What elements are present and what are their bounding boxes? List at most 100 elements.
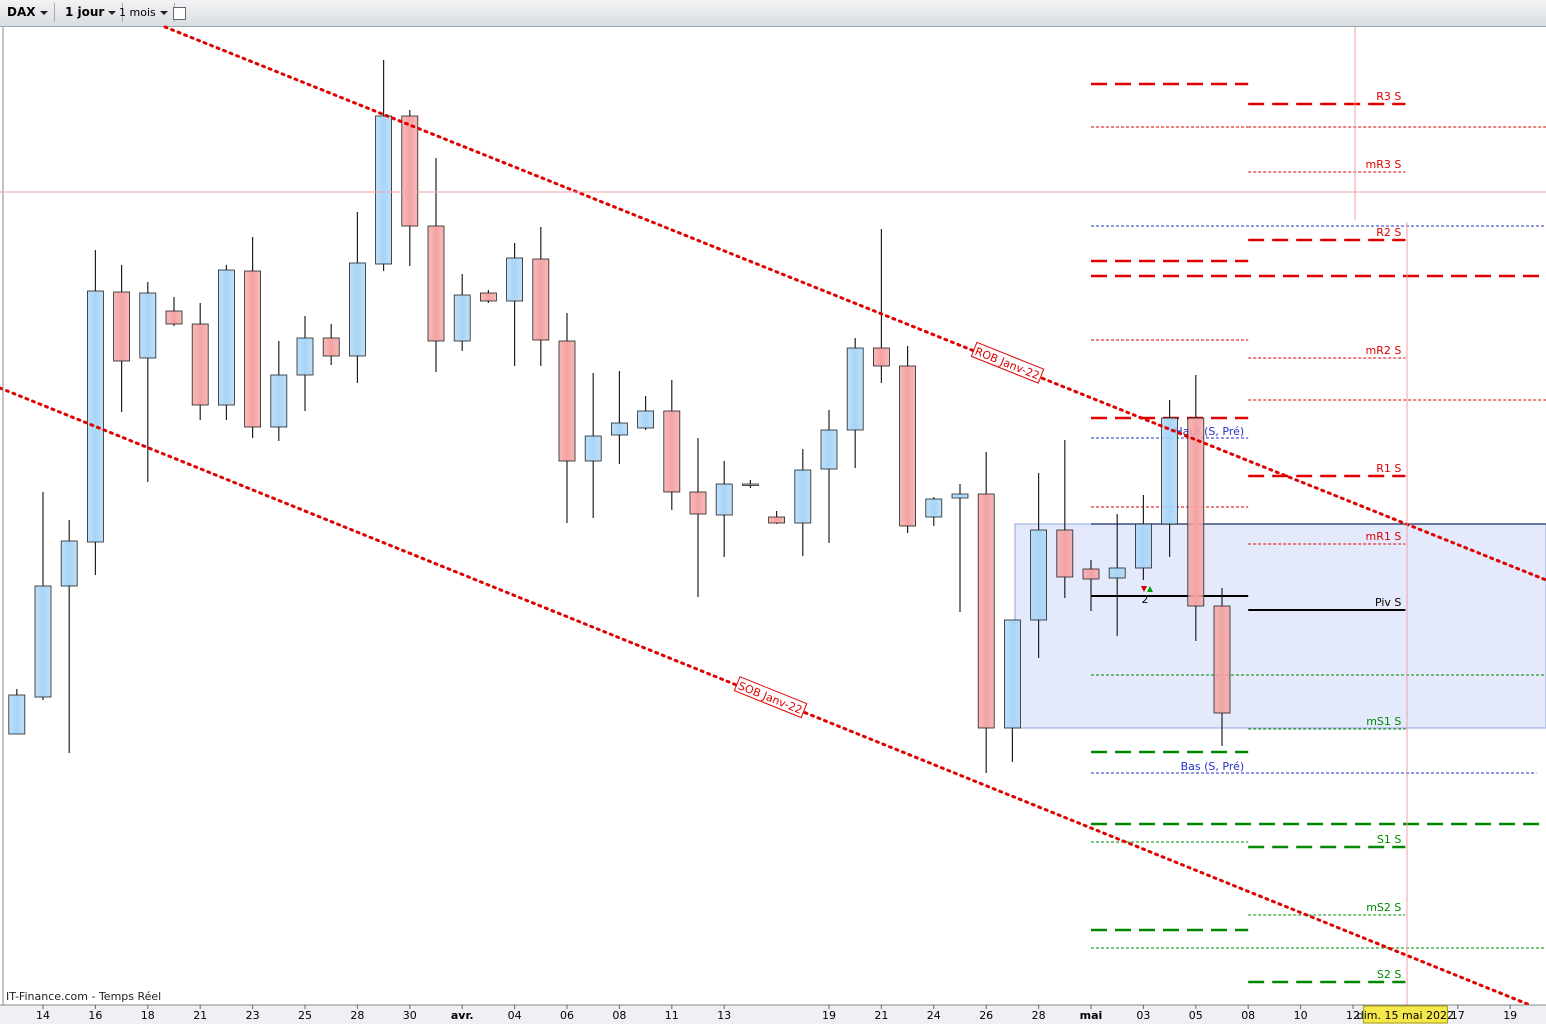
x-tick-label: 21: [874, 1009, 888, 1022]
x-tick-label: 21: [193, 1009, 207, 1022]
candle-body: [479, 292, 497, 302]
candle-body: [506, 257, 524, 302]
candle-body: [401, 115, 419, 227]
candle-body: [427, 225, 445, 342]
pivot-label: mR1 S: [1366, 530, 1402, 543]
signal-arrow: [1147, 586, 1153, 592]
x-tick-label: 25: [298, 1009, 312, 1022]
candle-body: [60, 540, 78, 587]
candle-body: [1135, 523, 1152, 569]
range-marker-label: Bas (S, Pré): [1181, 760, 1245, 773]
x-tick-label: mai: [1080, 1009, 1103, 1022]
candle-body: [715, 483, 733, 516]
trendline: [163, 25, 1546, 582]
candle-body: [348, 262, 366, 357]
x-tick-label: 08: [612, 1009, 626, 1022]
x-tick-label: 13: [717, 1009, 731, 1022]
candle-body: [899, 365, 916, 527]
source-label: IT-Finance.com - Temps Réel: [6, 990, 162, 1003]
x-tick-label: 24: [927, 1009, 941, 1022]
toolbar: DAX 1 jour 1 mois: [0, 0, 1546, 27]
candle-body: [244, 270, 262, 428]
candle-body: [1108, 567, 1126, 579]
candle-body: [532, 258, 550, 341]
candle-body: [1161, 417, 1178, 525]
x-tick-label: 26: [979, 1009, 993, 1022]
x-tick-label: 23: [246, 1009, 260, 1022]
candle-body: [951, 493, 969, 499]
pivot-label: S1 S: [1377, 833, 1401, 846]
candle-body: [637, 410, 654, 429]
plot-area: [0, 27, 1546, 1005]
candle-body: [846, 347, 864, 431]
pivot-label: R3 S: [1376, 90, 1401, 103]
candle-body: [794, 469, 812, 524]
x-tick-label: 05: [1189, 1009, 1203, 1022]
candle-body: [1213, 605, 1231, 714]
zone: [1014, 523, 1546, 729]
candle-body: [977, 493, 995, 729]
x-tick-label: avr.: [451, 1009, 474, 1022]
candle-body: [820, 429, 838, 470]
candle-body: [296, 337, 314, 376]
x-tick-label: 19: [1503, 1009, 1517, 1022]
candle-body: [1187, 417, 1205, 607]
candle-body: [1030, 529, 1047, 621]
candle-body: [191, 323, 209, 406]
cursor-label-bg: [1362, 1005, 1448, 1024]
candle-body: [584, 435, 602, 462]
x-tick-label: 16: [88, 1009, 102, 1022]
candle-body: [87, 290, 104, 543]
candle-body: [1056, 529, 1074, 578]
x-tick-label: 11: [665, 1009, 679, 1022]
x-tick-label: 14: [36, 1009, 50, 1022]
candle-body: [453, 294, 471, 342]
pivot-label: S2 S: [1377, 968, 1401, 981]
symbol-select[interactable]: DAX: [2, 3, 55, 22]
interval-select[interactable]: 1 jour: [60, 3, 124, 22]
candle-body: [322, 337, 340, 357]
settings-icon[interactable]: [173, 7, 186, 20]
candle-body: [34, 585, 52, 698]
candle-body: [139, 292, 157, 359]
x-tick-label: 18: [141, 1009, 155, 1022]
candle-body: [270, 374, 288, 428]
pivot-label: Piv S: [1375, 596, 1401, 609]
annotation: 2: [1142, 593, 1149, 606]
candle-body: [165, 310, 183, 325]
pivot-label: R1 S: [1376, 462, 1401, 475]
x-tick-label: 10: [1294, 1009, 1308, 1022]
candle-body: [1082, 568, 1100, 580]
label-box: [733, 676, 808, 719]
candle-body: [8, 694, 26, 735]
x-tick-label: 28: [1032, 1009, 1046, 1022]
x-tick-label: 12: [1346, 1009, 1360, 1022]
candle-body: [925, 498, 943, 518]
candle-body: [558, 340, 576, 462]
candle-body: [113, 291, 130, 362]
candle-body: [742, 483, 759, 486]
x-tick-label: 06: [560, 1009, 574, 1022]
candle-body: [768, 516, 785, 524]
candle-body: [663, 410, 681, 493]
x-tick-label: 03: [1136, 1009, 1150, 1022]
candle-body: [375, 115, 393, 265]
x-tick-label: 28: [350, 1009, 364, 1022]
x-tick-label: 04: [508, 1009, 522, 1022]
pivot-label: mR2 S: [1366, 344, 1402, 357]
candle-body: [689, 491, 707, 515]
signal-arrow: [1141, 586, 1147, 592]
x-tick-label: 19: [822, 1009, 836, 1022]
x-tick-label: 30: [403, 1009, 417, 1022]
candle-body: [1004, 619, 1021, 729]
candle-body: [611, 422, 628, 436]
x-tick-label: 08: [1241, 1009, 1255, 1022]
candle-body: [873, 347, 890, 367]
pivot-label: mS1 S: [1366, 715, 1401, 728]
pivot-label: R2 S: [1376, 226, 1401, 239]
x-tick-label: 17: [1451, 1009, 1465, 1022]
pivot-label: mR3 S: [1366, 158, 1402, 171]
pivot-label: mS2 S: [1366, 901, 1401, 914]
